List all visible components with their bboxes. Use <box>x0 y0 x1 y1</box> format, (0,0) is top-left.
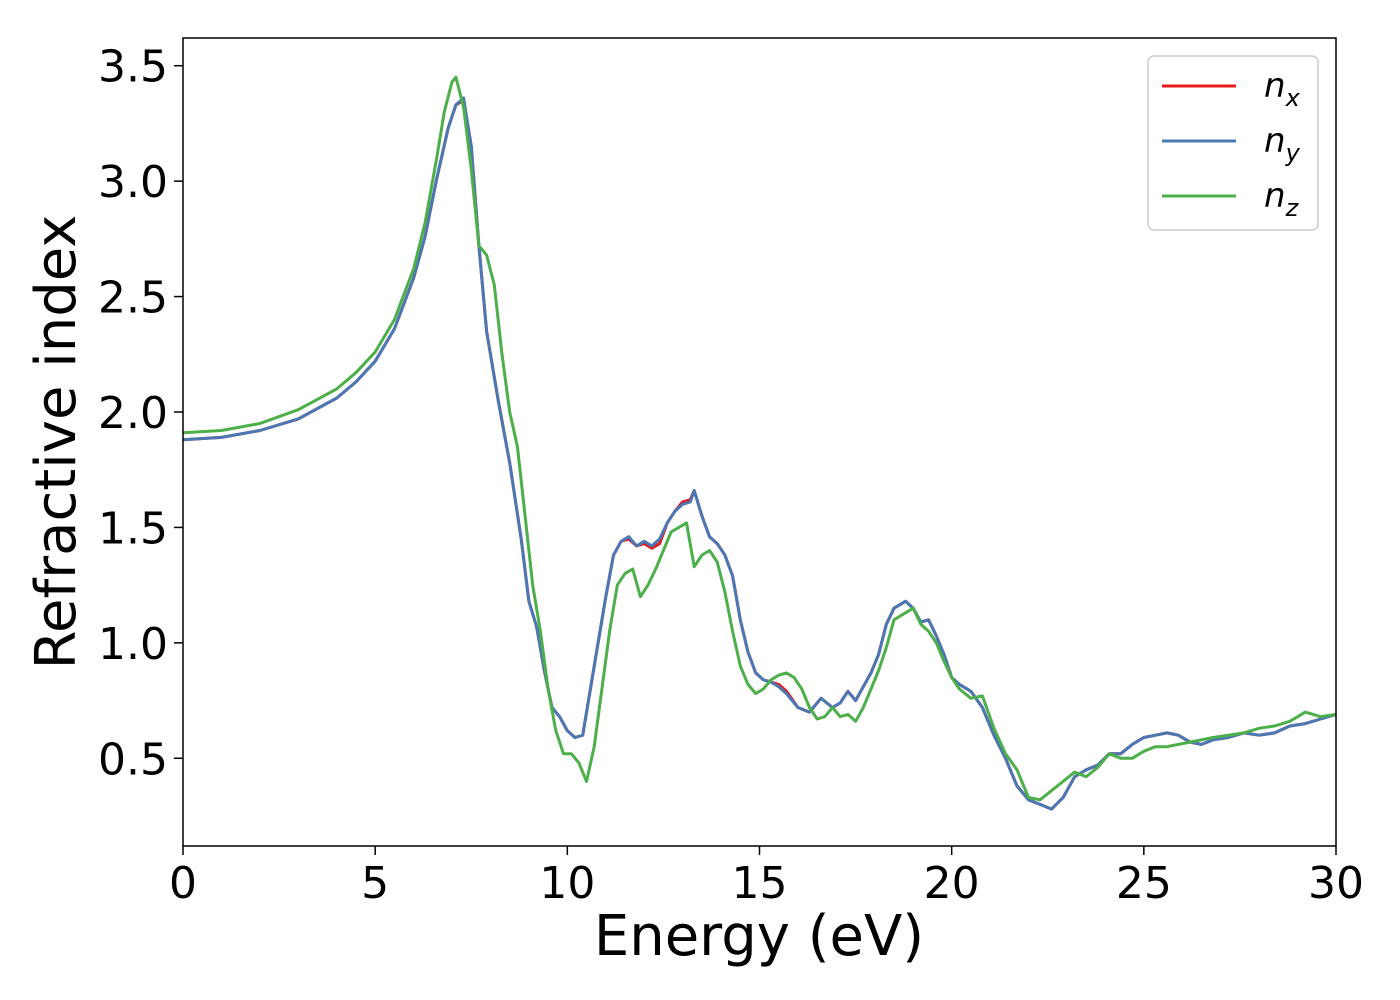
legend-label-subscript: x <box>1285 84 1301 112</box>
legend-label-subscript: y <box>1285 139 1301 167</box>
y-tick-label: 2.5 <box>98 273 168 324</box>
y-tick-label: 3.5 <box>98 42 168 93</box>
y-tick-label: 3.0 <box>98 157 168 208</box>
series-line-nz <box>182 75 1337 802</box>
series-layer <box>182 75 1337 811</box>
y-tick-label: 2.0 <box>98 388 168 439</box>
legend-box <box>1147 55 1319 231</box>
x-tick-label: 25 <box>1116 858 1172 909</box>
legend-label-subscript: z <box>1285 194 1300 222</box>
x-tick-label: 0 <box>169 858 197 909</box>
x-tick-label: 5 <box>361 858 389 909</box>
legend-label-base: n <box>1264 121 1286 161</box>
x-tick-label: 10 <box>539 858 595 909</box>
legend-label-nx: nx <box>1264 66 1301 112</box>
legend-label-base: n <box>1264 176 1286 216</box>
y-tick-label: 0.5 <box>98 734 168 785</box>
x-tick-label: 15 <box>732 858 788 909</box>
y-tick-label: 1.0 <box>98 619 168 670</box>
y-axis-ticks: 0.5 1.0 1.5 2.0 2.5 3.0 3.5 <box>98 42 183 785</box>
x-axis-ticks: 0 5 10 15 20 25 30 <box>169 846 1364 909</box>
legend-label-nz: nz <box>1264 176 1300 222</box>
x-tick-label: 30 <box>1308 858 1364 909</box>
y-tick-label: 1.5 <box>98 503 168 554</box>
legend-label-ny: ny <box>1264 121 1301 167</box>
y-axis-label: Refractive index <box>24 215 89 670</box>
legend-label-base: n <box>1264 66 1286 106</box>
x-tick-label: 20 <box>924 858 980 909</box>
x-axis-label: Energy (eV) <box>594 904 924 969</box>
